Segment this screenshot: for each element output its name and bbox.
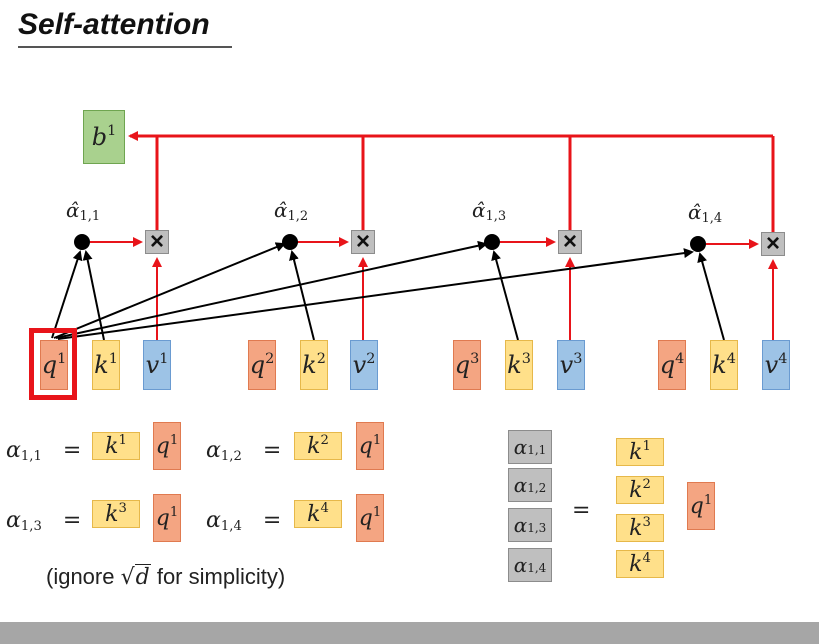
multiply-icon: × <box>765 230 780 257</box>
multiply-box-1: × <box>145 230 169 254</box>
key-wire-2 <box>289 250 315 341</box>
slide-title: Self-attention <box>18 8 210 41</box>
equation-alpha-1-4-lhs: α1,4 = <box>206 508 282 535</box>
query-wire-3 <box>55 240 488 339</box>
title-underline <box>18 46 232 48</box>
footer-bar <box>0 622 819 644</box>
alpha-hat-node-4 <box>690 236 706 252</box>
alpha-hat-node-3 <box>484 234 500 250</box>
alpha-hat-label-1-2: α̂1,2 <box>274 198 309 225</box>
key-wire-1 <box>82 250 105 341</box>
equation-alpha-1-1-lhs: α1,1 = <box>6 438 82 465</box>
multiply-box-2: × <box>351 230 375 254</box>
multiply-icon: × <box>355 228 370 255</box>
multiply-box-4: × <box>761 232 785 256</box>
matrix-alpha-1-3: α 1,3 <box>508 508 552 542</box>
matrix-alpha-1-4: α 1,4 <box>508 548 552 582</box>
query-wire-2 <box>53 242 286 339</box>
matrix-alpha-1-1: α 1,1 <box>508 430 552 464</box>
alpha-hat-label-1-3: α̂1,3 <box>472 198 507 225</box>
simplicity-note: (ignore √d for simplicity) <box>46 564 286 590</box>
query-wire-4 <box>57 248 694 340</box>
alpha-hat-node-1 <box>74 234 90 250</box>
alpha-hat-node-2 <box>282 234 298 250</box>
multiply-icon: × <box>562 228 577 255</box>
multiply-box-3: × <box>558 230 582 254</box>
query-wire-1 <box>51 250 83 339</box>
key-wire-4 <box>697 252 725 341</box>
key-wire-3 <box>491 250 519 341</box>
alpha-hat-label-1-1: α̂1,1 <box>66 198 101 225</box>
matrix-equals: = <box>572 498 591 523</box>
multiply-icon: × <box>149 228 164 255</box>
equation-alpha-1-2-lhs: α1,2 = <box>206 438 282 465</box>
matrix-alpha-1-2: α 1,2 <box>508 468 552 502</box>
query-highlight <box>29 328 77 400</box>
alpha-hat-label-1-4: α̂1,4 <box>688 200 723 227</box>
equation-alpha-1-3-lhs: α1,3 = <box>6 508 82 535</box>
